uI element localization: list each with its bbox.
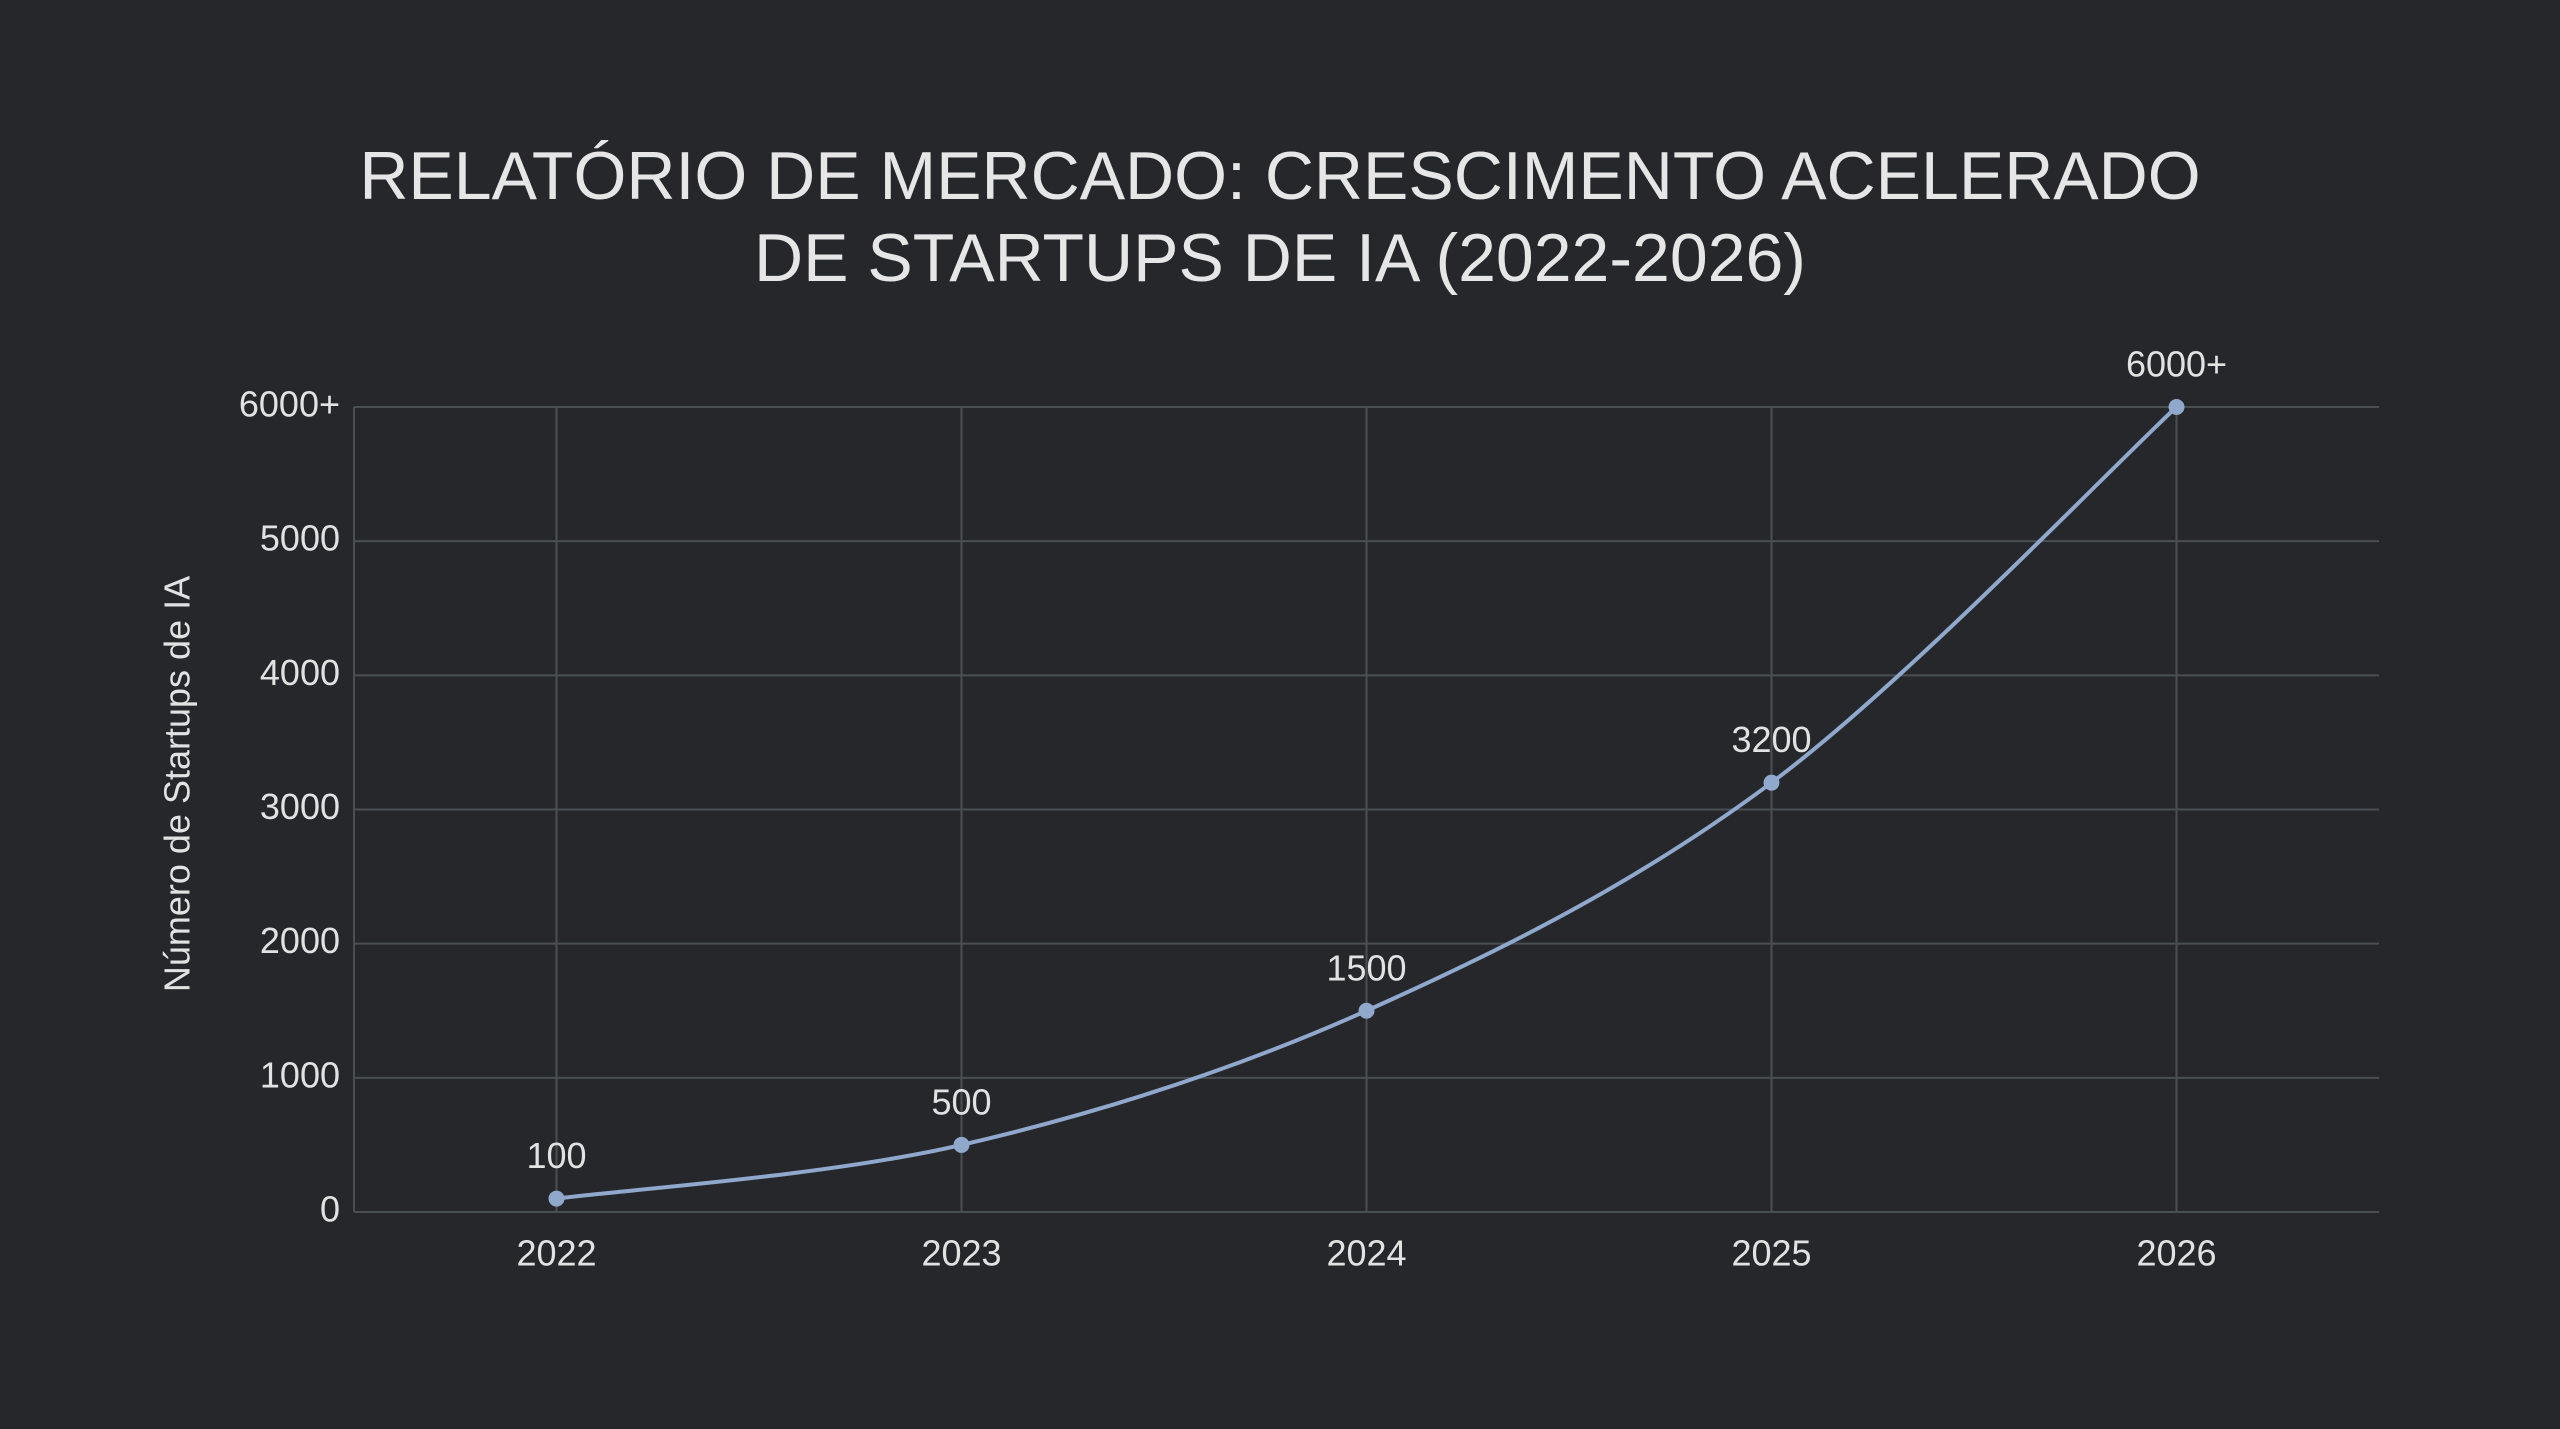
data-label: 100 [526, 1135, 586, 1176]
y-tick-label: 3000 [260, 786, 340, 827]
x-tick-label: 2024 [1326, 1233, 1406, 1274]
point [2168, 399, 2185, 415]
x-tick-label: 2022 [516, 1233, 596, 1274]
y-tick-label: 5000 [260, 518, 340, 559]
y-tick-label: 6000+ [239, 384, 340, 425]
y-axis-label: Número de Startups de IA [157, 576, 198, 992]
y-tick-label: 2000 [260, 920, 340, 961]
data-label: 500 [931, 1081, 991, 1122]
y-tick-label: 1000 [260, 1054, 340, 1095]
x-tick-label: 2025 [1731, 1233, 1811, 1274]
point [1358, 1002, 1375, 1019]
y-tick-label: 0 [320, 1189, 340, 1230]
point [953, 1136, 970, 1153]
point [1763, 774, 1780, 791]
data-label: 3200 [1731, 719, 1811, 760]
x-tick-label: 2023 [921, 1233, 1001, 1274]
x-tick-label: 2026 [2136, 1233, 2216, 1274]
chart-title: RELATÓRIO DE MERCADO: CRESCIMENTO ACELER… [359, 138, 2201, 296]
point [548, 1190, 565, 1207]
line [556, 405, 2178, 1201]
data-label: 1500 [1326, 947, 1406, 988]
data-label: 6000+ [2126, 344, 2227, 385]
y-tick-label: 4000 [260, 652, 340, 693]
